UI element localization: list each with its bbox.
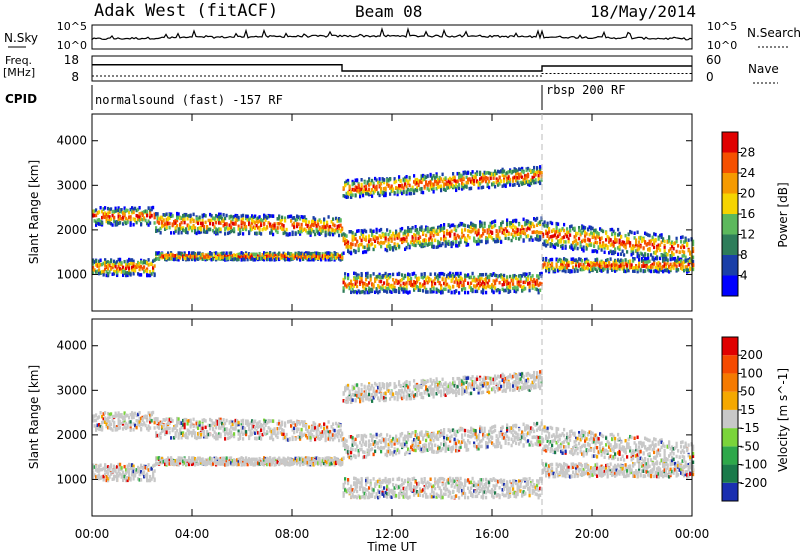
freq-tick-top: 18: [64, 53, 79, 67]
x-tick-label: 00:00: [75, 527, 110, 541]
noise-line: [91, 26, 693, 41]
power-colorbar-swatch: [722, 214, 738, 235]
velocity-colorbar-tick: -200: [740, 476, 767, 490]
frequency-panel: 18 8 60 0 Freq. [MHz] Nave: [3, 53, 779, 84]
velocity-y-tick-label: 1000: [56, 472, 87, 486]
power-y-title: Slant Range [km]: [27, 160, 41, 264]
power-y-tick-label: 3000: [56, 178, 87, 192]
power-y-tick-label: 1000: [56, 267, 87, 281]
velocity-y-tick-label: 3000: [56, 383, 87, 397]
beam-label: Beam 08: [355, 2, 422, 21]
cpid-segment-2: rbsp 200 RF: [546, 83, 625, 97]
velocity-colorbar-label: Velocity [m s^-1]: [776, 368, 790, 472]
x-axis-title: Time UT: [366, 540, 417, 554]
velocity-colorbar-swatch: [722, 446, 738, 465]
nsky-label: N.Sky: [4, 31, 38, 45]
velocity-colorbar-swatch: [722, 464, 738, 483]
power-colorbar-tick: 20: [740, 187, 755, 201]
power-colorbar-tick: 8: [740, 248, 748, 262]
power-colorbar-swatch: [722, 234, 738, 255]
cpid-strip: CPID normalsound (fast) -157 RF rbsp 200…: [5, 83, 625, 110]
x-tick-label: 12:00: [375, 527, 410, 541]
power-colorbar-swatch: [722, 152, 738, 173]
noise-right-tick-top: 10^5: [707, 20, 737, 33]
velocity-colorbar-swatch: [722, 482, 738, 501]
date-label: 18/May/2014: [590, 2, 696, 21]
freq-label-line1: Freq.: [5, 54, 32, 67]
power-colorbar-swatch: [722, 255, 738, 276]
velocity-colorbar-label-text: Velocity [m s^-1]: [776, 368, 790, 472]
cpid-label: CPID: [5, 92, 37, 106]
plot-title: Adak West (fitACF): [94, 1, 278, 21]
power-colorbar-tick: 4: [740, 269, 748, 283]
velocity-colorbar-tick: -15: [740, 421, 760, 435]
nave-tick-top: 60: [706, 53, 721, 67]
noise-left-tick-bottom: 10^0: [57, 39, 87, 52]
power-colorbar-tick: 28: [740, 146, 755, 160]
velocity-panel: 1000 2000 3000 4000 Slant Range [km]: [27, 318, 695, 517]
noise-panel: 10^5 10^0 10^5 10^0 N.Sky N.Search: [4, 20, 800, 52]
velocity-colorbar-tick: -50: [740, 439, 760, 453]
noise-right-tick-bottom: 10^0: [707, 39, 737, 52]
power-data-cells: [92, 165, 695, 295]
nave-tick-bottom: 0: [706, 70, 714, 84]
velocity-colorbar-tick: 100: [740, 366, 763, 380]
noise-left-tick-top: 10^5: [57, 20, 87, 33]
x-tick-label: 20:00: [575, 527, 610, 541]
velocity-colorbar-tick: 50: [740, 385, 755, 399]
x-tick-label: 04:00: [175, 527, 210, 541]
nave-line: [92, 73, 692, 77]
x-axis: 00:00 04:00 08:00 12:00 16:00 20:00 00:00: [75, 114, 710, 541]
power-colorbar-tick: 24: [740, 166, 755, 180]
velocity-y-tick-label: 2000: [56, 428, 87, 442]
velocity-colorbar-swatch: [722, 355, 738, 374]
nave-label: Nave: [748, 62, 779, 76]
nsearch-label: N.Search: [747, 26, 800, 40]
power-colorbar-tick: 16: [740, 207, 755, 221]
freq-tick-bottom: 8: [71, 70, 79, 84]
power-colorbar-label: Power [dB]: [776, 182, 790, 247]
power-colorbar-swatch: [722, 275, 738, 296]
velocity-colorbar-swatch: [722, 428, 738, 447]
velocity-y-title: Slant Range [km]: [27, 365, 41, 469]
power-colorbar-swatch: [722, 132, 738, 153]
power-y-tick-label: 4000: [56, 134, 87, 148]
power-colorbar-tick: 12: [740, 228, 755, 242]
power-colorbar-swatch: [722, 193, 738, 214]
velocity-colorbar-tick: -100: [740, 458, 767, 472]
velocity-colorbar: 200 100 50 15 -15 -50 -100 -200 Velocity [m s^-…: [721, 336, 790, 502]
velocity-colorbar-swatch: [722, 409, 738, 429]
x-tick-label: 08:00: [275, 527, 310, 541]
velocity-data-cells: [92, 370, 695, 500]
x-tick-label: 16:00: [475, 527, 510, 541]
velocity-colorbar-tick: 200: [740, 348, 763, 362]
freq-label-line2: [MHz]: [3, 66, 35, 79]
frequency-line: [92, 64, 692, 72]
x-tick-label: 00:00: [675, 527, 710, 541]
velocity-y-tick-label: 4000: [56, 339, 87, 353]
velocity-colorbar-tick: 15: [740, 403, 755, 417]
power-colorbar: 4 8 12 16 20 24 28 Power [dB]: [721, 131, 790, 297]
power-y-tick-label: 2000: [56, 223, 87, 237]
cpid-segment-1: normalsound (fast) -157 RF: [95, 93, 283, 107]
power-panel: 1000 2000 3000 4000 Slant Range [km]: [27, 113, 695, 312]
power-colorbar-swatch: [722, 173, 738, 194]
velocity-colorbar-swatch: [722, 337, 738, 356]
velocity-colorbar-swatch: [722, 373, 738, 392]
velocity-colorbar-swatch: [722, 391, 738, 410]
